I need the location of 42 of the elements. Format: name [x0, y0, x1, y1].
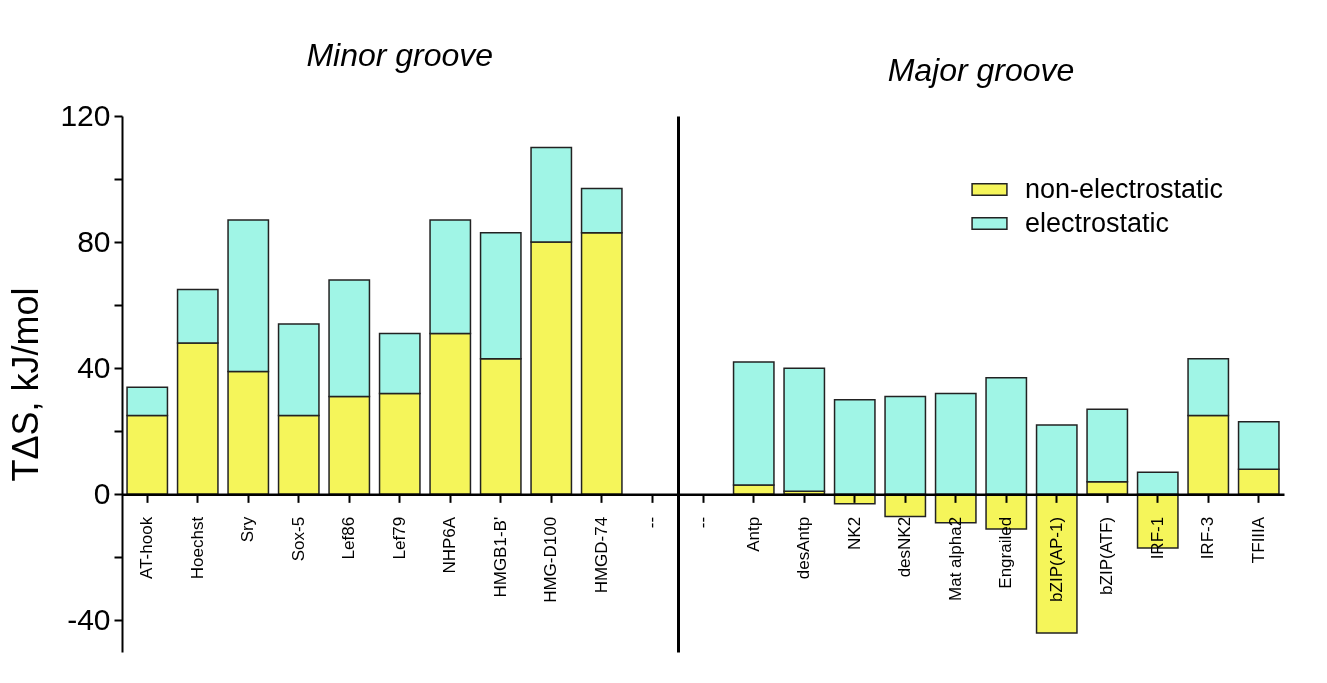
x-tick-label: Hoechst	[187, 516, 207, 580]
bar	[783, 367, 826, 492]
y-tick-label: 0	[93, 476, 111, 510]
x-tick-label: TFIIIA	[1248, 516, 1268, 564]
x-tick-label: IRF-3	[1198, 516, 1218, 560]
x-tick-label: HMGB1-B'	[490, 516, 510, 598]
x-tick-label: NHP6A	[440, 516, 460, 574]
chart-title: Major groove	[887, 52, 1075, 88]
legend-label: non-electrostatic	[1025, 173, 1224, 204]
x-tick-label: Engrailed	[996, 516, 1016, 589]
x-tick-label: --	[642, 516, 662, 529]
y-tick-label: 80	[77, 224, 111, 258]
x-tick-label: HMGD-74	[591, 516, 611, 594]
legend-label: electrostatic	[1025, 207, 1170, 238]
bar	[934, 392, 977, 496]
x-tick-label: Lef86	[339, 516, 359, 560]
x-tick-label: desAntp	[794, 516, 814, 580]
bar	[985, 376, 1028, 496]
y-tick-label: 120	[60, 98, 111, 132]
bar	[1035, 424, 1078, 496]
x-tick-label: AT-hook	[137, 516, 157, 579]
y-tick-label: -40	[67, 602, 111, 636]
x-tick-label: bZIP(ATF)	[1097, 516, 1117, 595]
x-tick-label: Sox-5	[288, 516, 308, 562]
x-tick-label: bZIP(AP-1)	[1046, 516, 1066, 602]
x-tick-label: Mat alpha2	[945, 516, 965, 601]
x-tick-label: --	[693, 516, 713, 529]
x-tick-label: HMG-D100	[541, 516, 561, 603]
chart-title: Minor groove	[306, 37, 494, 73]
bar	[1136, 471, 1179, 496]
bar	[884, 493, 927, 518]
bar	[833, 399, 876, 496]
bar	[884, 395, 927, 496]
y-axis-title: TΔS, kJ/mol	[5, 287, 47, 482]
bar	[1035, 493, 1078, 634]
x-tick-label: IRF-1	[1147, 516, 1167, 560]
x-tick-label: Lef79	[389, 516, 409, 560]
x-tick-label: desNK2	[895, 516, 915, 578]
y-tick-label: 40	[77, 350, 111, 384]
x-tick-label: Antp	[743, 516, 763, 552]
x-tick-label: Sry	[238, 516, 258, 543]
x-tick-label: NK2	[844, 516, 864, 550]
